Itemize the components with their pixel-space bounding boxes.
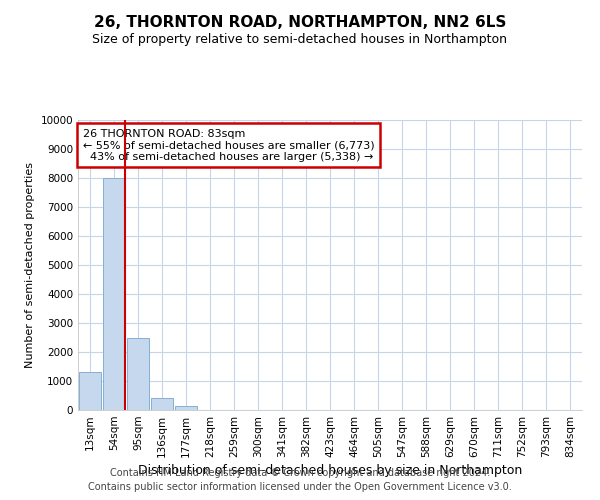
Text: Contains public sector information licensed under the Open Government Licence v3: Contains public sector information licen…: [88, 482, 512, 492]
Text: Contains HM Land Registry data © Crown copyright and database right 2024.: Contains HM Land Registry data © Crown c…: [110, 468, 490, 477]
Text: 26, THORNTON ROAD, NORTHAMPTON, NN2 6LS: 26, THORNTON ROAD, NORTHAMPTON, NN2 6LS: [94, 15, 506, 30]
Bar: [79, 372, 101, 410]
Bar: [127, 338, 149, 410]
Text: 26 THORNTON ROAD: 83sqm
← 55% of semi-detached houses are smaller (6,773)
  43% : 26 THORNTON ROAD: 83sqm ← 55% of semi-de…: [83, 128, 374, 162]
Y-axis label: Number of semi-detached properties: Number of semi-detached properties: [25, 162, 35, 368]
Text: Size of property relative to semi-detached houses in Northampton: Size of property relative to semi-detach…: [92, 32, 508, 46]
X-axis label: Distribution of semi-detached houses by size in Northampton: Distribution of semi-detached houses by …: [138, 464, 522, 477]
Bar: [151, 398, 173, 410]
Bar: [175, 406, 197, 410]
Bar: [103, 178, 125, 410]
